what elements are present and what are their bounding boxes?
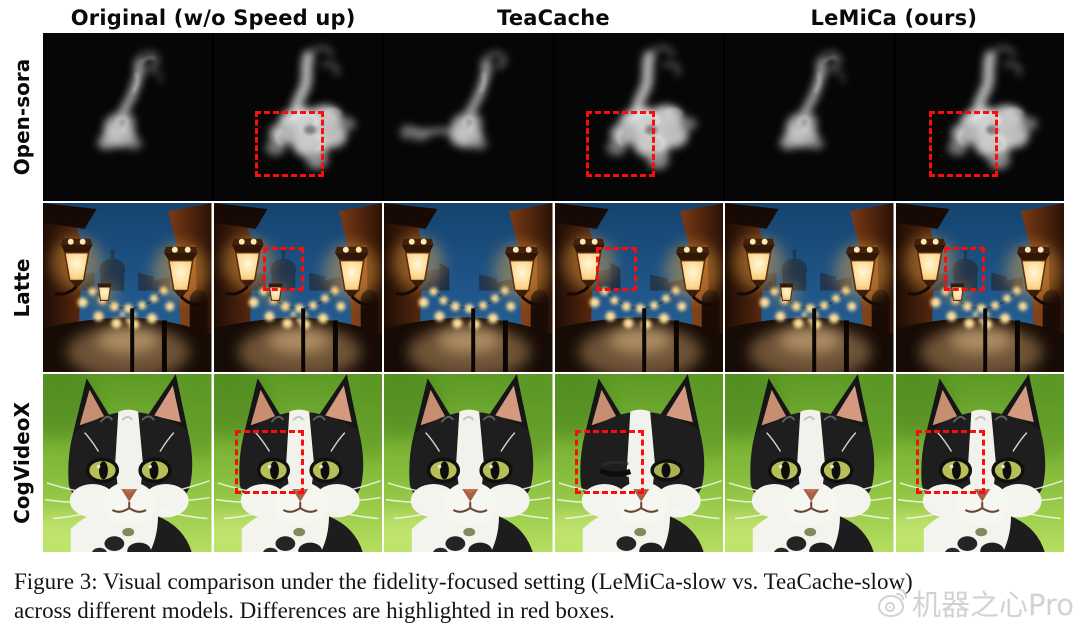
panel-cogvideox-original-2 — [214, 374, 383, 552]
difference-highlight-box — [943, 247, 985, 291]
watermark: 机器之心Pro — [877, 582, 1074, 624]
street-scene — [555, 203, 724, 372]
smoke-scene — [43, 33, 212, 201]
panel-cogvideox-lemica-2 — [896, 374, 1065, 552]
panel-cogvideox-lemica-1 — [725, 374, 894, 552]
figure-row-latte: Latte — [0, 203, 1064, 372]
panel-open-sora-original-1 — [43, 33, 212, 201]
panel-cogvideox-teacache-2 — [555, 374, 724, 552]
panel-open-sora-lemica-1 — [725, 33, 894, 201]
difference-highlight-box — [262, 247, 304, 291]
panel-latte-lemica-2 — [896, 203, 1065, 372]
panel-open-sora-lemica-2 — [896, 33, 1065, 201]
figure-caption: Figure 3: Visual comparison under the fi… — [14, 567, 1066, 625]
difference-highlight-box — [234, 430, 304, 494]
difference-highlight-box — [595, 247, 637, 291]
caption-line-1: Figure 3: Visual comparison under the fi… — [14, 569, 913, 594]
panel-cogvideox-original-1 — [43, 374, 212, 552]
watermark-text: 机器之心Pro — [911, 588, 1074, 622]
column-header-teacache: TeaCache — [497, 5, 610, 30]
panel-open-sora-original-2 — [214, 33, 383, 201]
panel-latte-teacache-1 — [384, 203, 553, 372]
street-scene — [725, 203, 894, 372]
panel-open-sora-teacache-1 — [384, 33, 553, 201]
row-label-open-sora: Open-sora — [9, 58, 34, 176]
row-label-latte: Latte — [9, 258, 34, 317]
column-header-lemica: LeMiCa (ours) — [810, 5, 978, 30]
panel-open-sora-teacache-2 — [555, 33, 724, 201]
row-label-cogvideox: CogVideoX — [9, 402, 34, 524]
panel-latte-original-2 — [214, 203, 383, 372]
cat-scene — [43, 374, 212, 552]
figure-row-open-sora: Open-sora — [0, 33, 1064, 201]
caption-line-2: across different models. Differences are… — [14, 598, 615, 623]
column-headers: Original (w/o Speed up) TeaCache LeMiCa … — [43, 0, 1064, 33]
difference-highlight-box — [254, 111, 324, 177]
panel-latte-original-1 — [43, 203, 212, 372]
cat-scene — [384, 374, 553, 552]
panel-latte-teacache-2 — [555, 203, 724, 372]
difference-highlight-box — [928, 111, 998, 177]
difference-highlight-box — [574, 430, 644, 494]
panel-cogvideox-teacache-1 — [384, 374, 553, 552]
difference-highlight-box — [915, 430, 985, 494]
column-header-original: Original (w/o Speed up) — [70, 5, 356, 30]
street-scene — [43, 203, 212, 372]
panel-latte-lemica-1 — [725, 203, 894, 372]
smoke-scene — [384, 33, 553, 201]
street-scene — [384, 203, 553, 372]
weibo-eye-icon — [877, 588, 907, 618]
cat-scene — [725, 374, 894, 552]
difference-highlight-box — [585, 111, 655, 177]
smoke-scene — [725, 33, 894, 201]
figure-row-cogvideox: CogVideoX — [0, 374, 1064, 552]
